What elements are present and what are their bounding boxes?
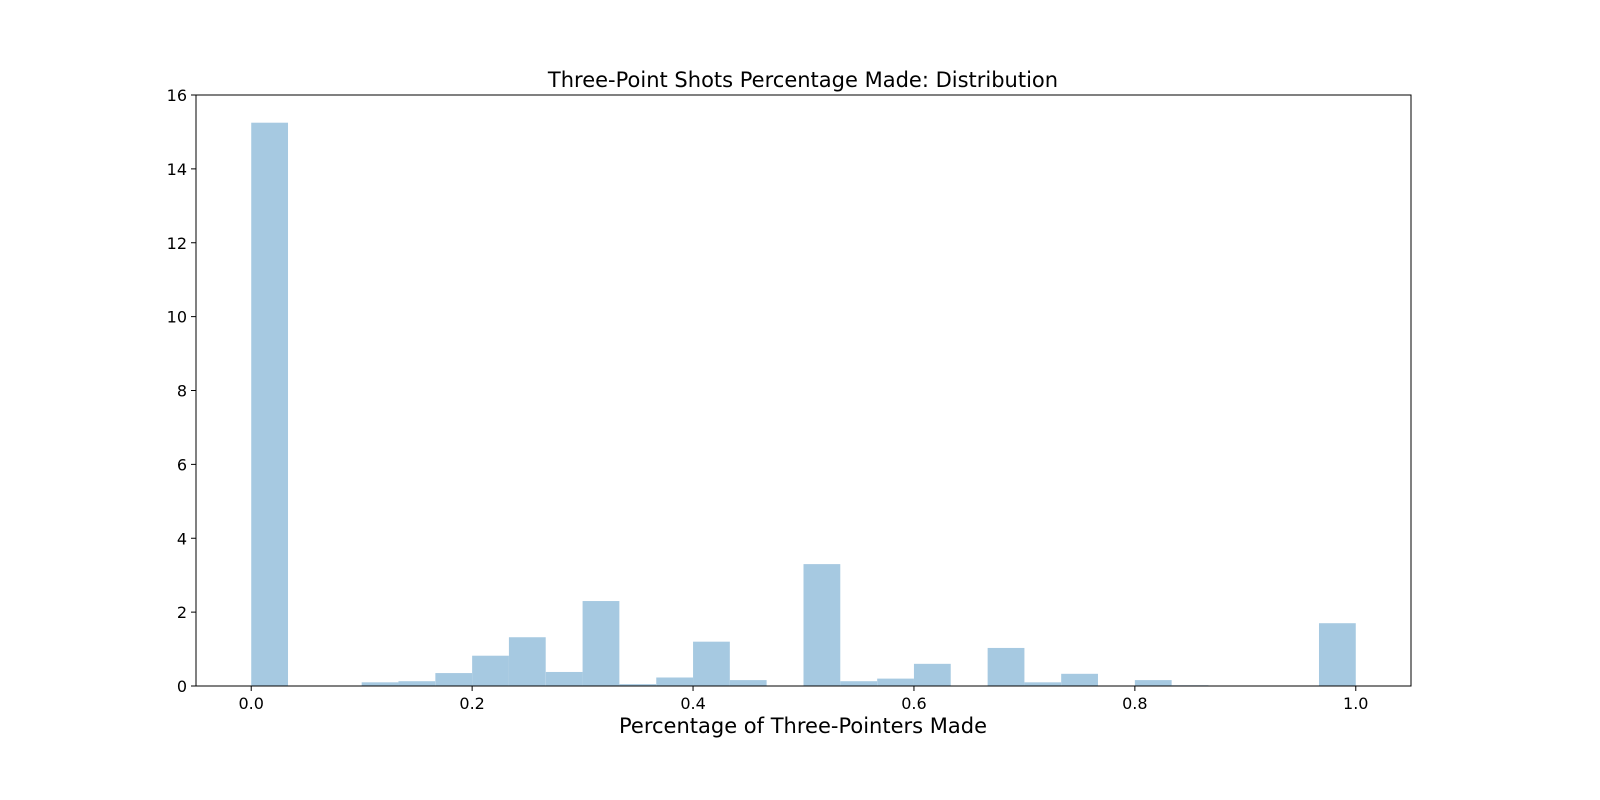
histogram-bar	[729, 680, 767, 686]
histogram-bar	[656, 677, 694, 686]
y-tick-label: 8	[177, 382, 187, 401]
chart-title: Three-Point Shots Percentage Made: Distr…	[547, 68, 1058, 92]
histogram-bar	[913, 663, 951, 686]
histogram-bar	[361, 682, 399, 686]
histogram-bar	[435, 673, 473, 686]
x-axis-label: Percentage of Three-Pointers Made	[619, 714, 987, 738]
y-tick-label: 12	[167, 234, 187, 253]
x-tick-label: 0.4	[680, 694, 705, 713]
histogram-bar	[472, 655, 509, 686]
histogram-bar	[545, 671, 583, 686]
bars-group	[251, 122, 1356, 686]
histogram-bar	[877, 678, 914, 686]
histogram-bar	[1061, 673, 1098, 686]
histogram-bar	[582, 601, 620, 686]
y-tick-label: 4	[177, 529, 187, 548]
x-tick-label: 0.0	[239, 694, 264, 713]
y-tick-label: 0	[177, 677, 187, 696]
histogram-bar	[619, 684, 657, 686]
x-tick-label: 0.2	[459, 694, 484, 713]
histogram-bar	[1024, 682, 1062, 686]
x-tick-label: 0.6	[901, 694, 926, 713]
x-tick-label: 1.0	[1343, 694, 1368, 713]
y-tick-label: 6	[177, 455, 187, 474]
y-tick-label: 16	[167, 86, 187, 105]
histogram-bar	[1318, 623, 1356, 686]
x-axis: 0.0 0.2 0.4 0.6 0.8 1.0	[239, 686, 1368, 713]
histogram-bar	[251, 122, 289, 686]
histogram-bar	[840, 681, 878, 686]
y-tick-label: 2	[177, 603, 187, 622]
histogram-bar	[693, 641, 730, 686]
histogram-bar	[398, 681, 436, 686]
y-tick-label: 14	[167, 160, 187, 179]
y-axis: 0 2 4 6 8 10 12 14 16	[167, 86, 196, 696]
y-tick-label: 10	[167, 308, 187, 327]
histogram-bar	[987, 647, 1025, 686]
histogram-bar	[803, 564, 841, 686]
histogram-bar	[1134, 680, 1172, 686]
histogram-bar	[508, 637, 546, 686]
x-tick-label: 0.8	[1122, 694, 1147, 713]
